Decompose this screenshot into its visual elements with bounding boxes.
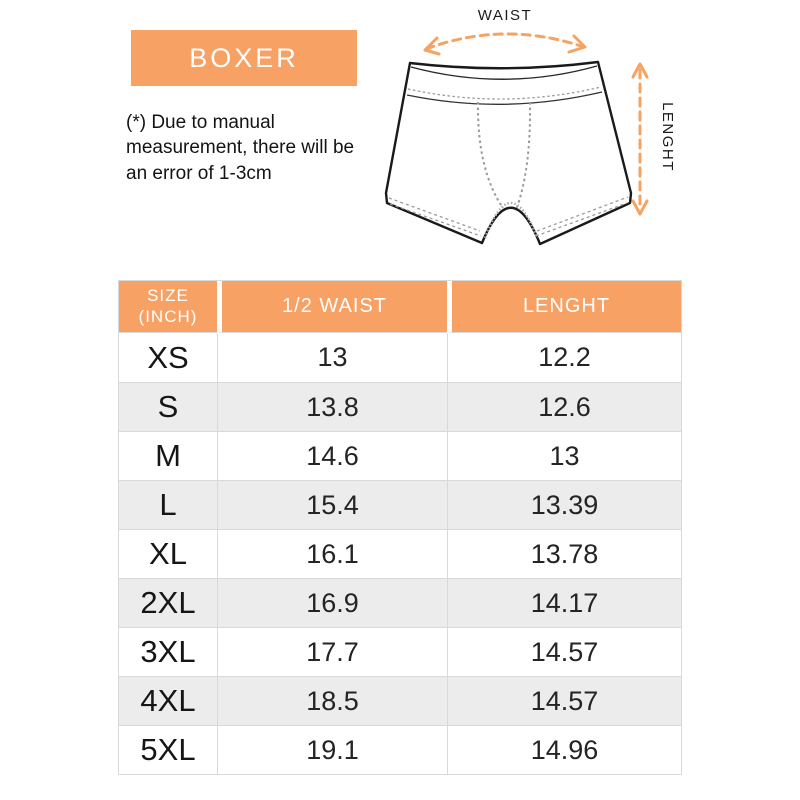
measurement-note: (*) Due to manual measurement, there wil… bbox=[126, 112, 355, 184]
waistband-inner-curve bbox=[410, 65, 598, 80]
header-length: LENGHT bbox=[447, 281, 681, 333]
half-waist-cell: 13.8 bbox=[217, 382, 447, 431]
fly-stitch-right bbox=[515, 101, 532, 211]
title-box: BOXER bbox=[131, 30, 357, 86]
length-cell: 14.96 bbox=[447, 725, 681, 774]
boxer-diagram: WAIST LENGHT bbox=[384, 7, 676, 246]
table-header-row: SIZE (INCH) 1/2 WAIST LENGHT bbox=[119, 281, 681, 333]
length-cell: 13 bbox=[447, 431, 681, 480]
size-table: SIZE (INCH) 1/2 WAIST LENGHT XS 13 12.2 … bbox=[119, 281, 681, 774]
length-cell: 13.78 bbox=[447, 529, 681, 578]
right-hem-stitch-1 bbox=[536, 196, 629, 232]
length-cell: 14.17 bbox=[447, 578, 681, 627]
waist-arrowhead-right bbox=[567, 34, 587, 54]
waist-arrowhead-left bbox=[423, 36, 441, 56]
table-row: XS 13 12.2 bbox=[119, 333, 681, 382]
table-row: 2XL 16.9 14.17 bbox=[119, 578, 681, 627]
boxer-outline bbox=[384, 60, 633, 246]
length-cell: 12.2 bbox=[447, 333, 681, 382]
half-waist-cell: 19.1 bbox=[217, 725, 447, 774]
half-waist-cell: 18.5 bbox=[217, 676, 447, 725]
length-cell: 12.6 bbox=[447, 382, 681, 431]
size-cell: XS bbox=[119, 333, 217, 382]
left-hem-stitch-1 bbox=[388, 197, 481, 232]
half-waist-cell: 14.6 bbox=[217, 431, 447, 480]
size-cell: M bbox=[119, 431, 217, 480]
header-size-line2: (INCH) bbox=[138, 306, 198, 326]
size-cell: 2XL bbox=[119, 578, 217, 627]
fly-stitch-left bbox=[476, 101, 504, 209]
waist-label: WAIST bbox=[478, 7, 532, 24]
half-waist-cell: 16.1 bbox=[217, 529, 447, 578]
size-cell: 4XL bbox=[119, 676, 217, 725]
size-cell: 5XL bbox=[119, 725, 217, 774]
size-table-container: SIZE (INCH) 1/2 WAIST LENGHT XS 13 12.2 … bbox=[118, 280, 682, 775]
header-size-line1: SIZE bbox=[147, 286, 189, 306]
size-cell: S bbox=[119, 382, 217, 431]
table-row: 3XL 17.7 14.57 bbox=[119, 627, 681, 676]
size-cell: XL bbox=[119, 529, 217, 578]
waistband-bottom-seam bbox=[406, 91, 603, 106]
header-half-waist: 1/2 WAIST bbox=[217, 281, 447, 333]
table-row: S 13.8 12.6 bbox=[119, 382, 681, 431]
header-size: SIZE (INCH) bbox=[119, 281, 217, 333]
table-row: XL 16.1 13.78 bbox=[119, 529, 681, 578]
size-cell: 3XL bbox=[119, 627, 217, 676]
right-hem-stitch-2 bbox=[535, 202, 628, 237]
table-row: M 14.6 13 bbox=[119, 431, 681, 480]
table-row: 5XL 19.1 14.96 bbox=[119, 725, 681, 774]
half-waist-cell: 16.9 bbox=[217, 578, 447, 627]
table-row: 4XL 18.5 14.57 bbox=[119, 676, 681, 725]
length-label: LENGHT bbox=[659, 102, 676, 172]
size-cell: L bbox=[119, 480, 217, 529]
left-hem-stitch-2 bbox=[389, 203, 482, 237]
half-waist-cell: 13 bbox=[217, 333, 447, 382]
waist-arrow bbox=[424, 32, 586, 51]
length-cell: 14.57 bbox=[447, 627, 681, 676]
page-title: BOXER bbox=[189, 42, 299, 73]
crotch-seam-stitch bbox=[483, 202, 539, 239]
length-cell: 14.57 bbox=[447, 676, 681, 725]
half-waist-cell: 17.7 bbox=[217, 627, 447, 676]
half-waist-cell: 15.4 bbox=[217, 480, 447, 529]
waistband-stitch bbox=[407, 86, 602, 100]
table-row: L 15.4 13.39 bbox=[119, 480, 681, 529]
length-arrowhead-bottom bbox=[631, 199, 649, 216]
length-arrowhead-top bbox=[631, 62, 649, 79]
length-cell: 13.39 bbox=[447, 480, 681, 529]
